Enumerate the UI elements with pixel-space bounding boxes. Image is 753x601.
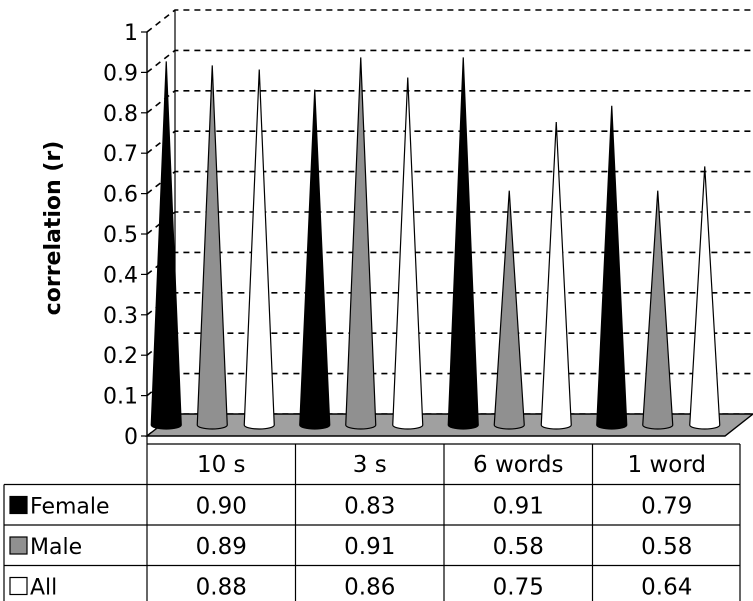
legend-swatch [9,576,28,596]
y-tick-label: 0.1 [103,385,138,410]
x-category-label: 6 words [473,452,563,478]
data-table-value: 0.91 [493,494,544,520]
x-category-label: 3 s [353,452,387,478]
y-tick-label: 0.7 [103,142,138,167]
cone-bar [596,105,628,430]
data-table-value: 0.89 [196,534,247,560]
y-tick-label: 0.5 [103,223,138,248]
cone-bar [196,65,228,430]
gridline [146,130,753,154]
y-axis: 0 0.1 0.2 0.3 0.4 0.5 0.6 0.7 0.8 0.9 1 [103,21,148,450]
cone-bar [493,190,525,430]
cone-bar [299,89,331,430]
data-table-value: 0.86 [344,575,395,601]
y-tick-label: 0 [124,425,138,450]
legend-label: Male [30,535,82,560]
data-table: 10 s 3 s 6 words 1 word Female 0.90 0.83 0.91 0.… [3,436,741,601]
data-table-value: 0.58 [641,534,692,560]
cone-bar [540,121,572,430]
cone-bar [243,69,275,430]
y-tick-label: 0.8 [103,102,138,127]
cone-bar [689,166,721,430]
y-tick-label: 0.9 [103,61,138,86]
y-axis-label: correlation (r) [41,141,66,316]
y-tick-label: 1 [124,21,138,46]
cone-bar [150,61,182,430]
gridline [146,90,753,114]
data-table-value: 0.83 [344,494,395,520]
cone-bar [345,57,377,430]
data-table-value: 0.64 [641,575,692,601]
data-table-value: 0.58 [493,534,544,560]
legend-swatch [9,536,28,555]
data-table-value: 0.90 [196,494,247,520]
y-tick-label: 0.6 [103,183,138,208]
data-table-value: 0.91 [344,534,395,560]
data-table-value: 0.75 [493,575,544,601]
gridline [146,9,753,33]
cones [150,57,721,430]
cone-bar [447,57,479,430]
cone-bar [642,190,674,430]
x-category-label: 1 word [628,452,706,478]
y-tick-label: 0.3 [103,304,138,329]
legend-swatch [9,495,28,515]
gridline [146,211,753,235]
cone-bar [392,77,424,430]
x-category-label: 10 s [197,452,246,478]
data-table-value: 0.88 [196,575,247,601]
gridline [146,170,753,195]
y-tick-label: 0.4 [103,263,138,288]
y-tick-label: 0.2 [103,344,138,369]
legend-label: All [30,576,57,601]
legend-label: Female [30,495,110,520]
gridline [146,49,753,74]
data-table-value: 0.79 [641,494,692,520]
